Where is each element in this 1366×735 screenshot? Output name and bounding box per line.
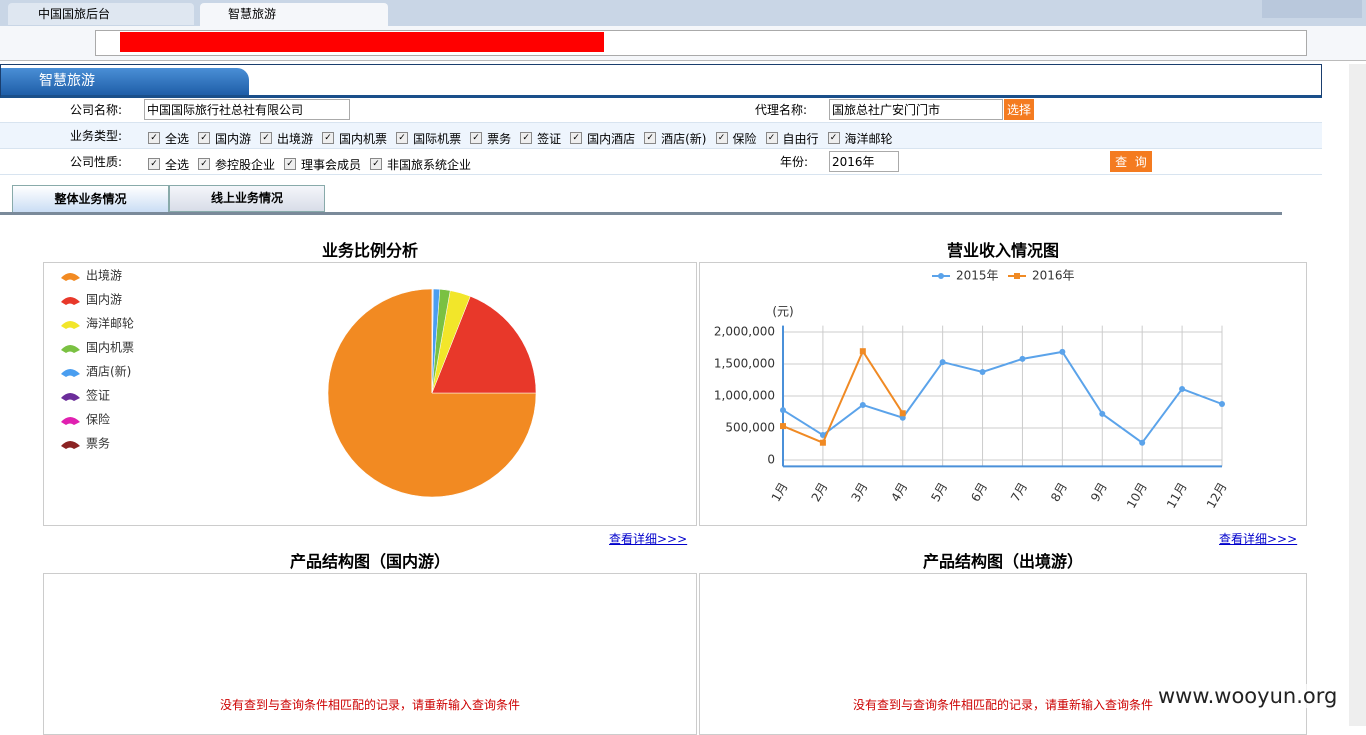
legend-marker <box>61 321 80 329</box>
y-tick-label: 2,000,000 <box>714 325 775 339</box>
y-tick-label: 500,000 <box>725 421 775 435</box>
y-tick-label: 1,000,000 <box>714 389 775 403</box>
point <box>780 423 786 429</box>
legend-label: 签证 <box>86 388 110 403</box>
x-tick-label: 8月 <box>1048 480 1070 504</box>
x-tick-label: 1月 <box>769 480 791 504</box>
x-tick-label: 11月 <box>1164 480 1190 511</box>
point <box>1139 440 1145 446</box>
y-axis-label: (元) <box>772 305 793 319</box>
point <box>860 402 866 408</box>
x-tick-label: 7月 <box>1008 480 1030 504</box>
legend-label: 海洋邮轮 <box>86 316 134 331</box>
scrollbar[interactable] <box>1349 64 1366 726</box>
point <box>1219 401 1225 407</box>
x-tick-label: 10月 <box>1124 480 1150 511</box>
point <box>1059 349 1065 355</box>
legend-label: 2015年 <box>956 269 999 283</box>
legend-label: 国内游 <box>86 293 122 307</box>
legend-marker <box>1014 273 1020 279</box>
point <box>1019 356 1025 362</box>
point <box>900 410 906 416</box>
legend-label: 国内机票 <box>86 341 134 355</box>
x-tick-label: 12月 <box>1204 480 1230 511</box>
point <box>980 369 986 375</box>
legend-marker <box>61 345 80 353</box>
legend-marker <box>61 297 80 305</box>
legend-marker <box>61 441 80 449</box>
point <box>940 359 946 365</box>
line-series <box>783 352 1222 443</box>
line-series <box>783 351 903 443</box>
point <box>780 407 786 413</box>
point <box>820 440 826 446</box>
legend-marker <box>61 393 80 401</box>
legend-label: 2016年 <box>1032 269 1075 283</box>
y-tick-label: 0 <box>767 453 775 467</box>
x-tick-label: 9月 <box>1088 480 1110 504</box>
x-tick-label: 3月 <box>849 480 871 504</box>
x-tick-label: 6月 <box>968 480 990 504</box>
legend-label: 保险 <box>86 412 110 427</box>
y-tick-label: 1,500,000 <box>714 357 775 371</box>
legend-label: 酒店(新) <box>86 364 131 379</box>
x-tick-label: 2月 <box>809 480 831 504</box>
point <box>1099 411 1105 417</box>
legend-marker <box>61 417 80 425</box>
point <box>860 348 866 354</box>
legend-marker <box>61 369 80 377</box>
x-tick-label: 5月 <box>928 480 950 504</box>
legend-label: 票务 <box>86 436 110 451</box>
legend-marker <box>61 273 80 281</box>
legend-label: 出境游 <box>86 268 122 283</box>
legend-marker <box>938 273 944 279</box>
x-tick-label: 4月 <box>888 480 910 504</box>
point <box>1179 386 1185 392</box>
